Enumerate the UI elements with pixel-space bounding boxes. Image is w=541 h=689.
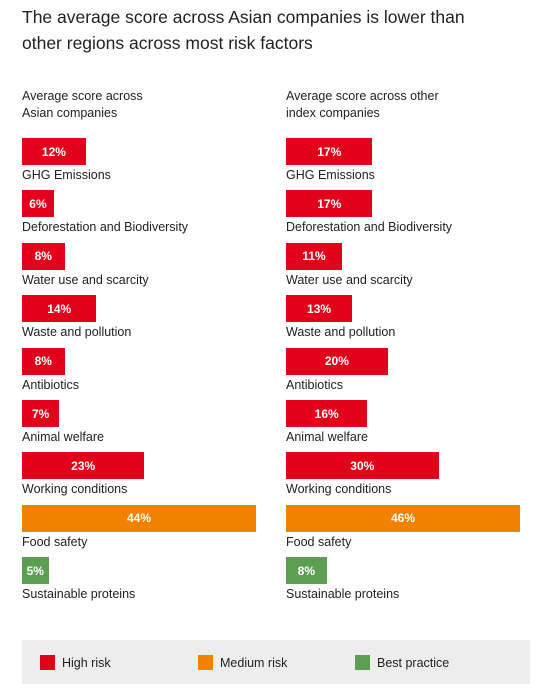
bar-row: 8% Water use and scarcity — [22, 242, 262, 295]
bar-value-label: 8% — [297, 563, 316, 578]
category-label: Waste and pollution — [22, 325, 132, 340]
bar-row: 8% Antibiotics — [22, 347, 262, 400]
category-label: GHG Emissions — [22, 168, 111, 182]
bar: 7% — [22, 400, 60, 427]
category-label: Food safety — [22, 534, 88, 549]
bar-row: 8% Sustainable proteins — [286, 557, 526, 609]
bar-value-label: 11% — [302, 249, 326, 264]
bar-value-label: 7% — [31, 406, 50, 421]
bar: 46% — [286, 504, 520, 532]
category-label: Working conditions — [22, 482, 128, 497]
legend-item-medium-risk: Medium risk — [198, 655, 287, 670]
left-header-line-1: Average score across — [22, 89, 143, 103]
category-label: Antibiotics — [286, 377, 343, 392]
bar-row: 46% Food safety — [286, 504, 526, 557]
bar: 5% — [22, 557, 49, 585]
bar-value-label: 5% — [26, 563, 44, 578]
bar: 8% — [286, 557, 327, 585]
category-label: Animal welfare — [286, 430, 368, 444]
title-line-2: other regions across most risk factors — [22, 33, 313, 53]
legend-label-medium-risk: Medium risk — [220, 655, 288, 670]
bar-row: 5% Sustainable proteins — [22, 557, 262, 609]
legend-label-best-practice: Best practice — [377, 655, 450, 670]
category-label: Animal welfare — [22, 430, 104, 444]
bar-row: 6% Deforestation and Biodiversity — [22, 190, 262, 242]
bar-row: 17% Deforestation and Biodiversity — [286, 190, 526, 242]
bar-row: 17% GHG Emissions — [286, 138, 526, 190]
bar-row: 12% GHG Emissions — [22, 138, 262, 190]
category-label: Working conditions — [286, 482, 392, 497]
category-label: Waste and pollution — [286, 325, 396, 340]
bar: 11% — [286, 242, 342, 270]
best-practice-swatch — [355, 655, 370, 670]
category-label: Food safety — [286, 534, 352, 549]
medium-risk-swatch — [198, 655, 213, 670]
high-risk-swatch — [40, 655, 55, 670]
bar-row: 14% Waste and pollution — [22, 295, 262, 347]
bar: 13% — [286, 295, 353, 323]
right-header-line-1: Average score across other — [286, 89, 439, 103]
bar: 44% — [22, 504, 256, 532]
category-label: Water use and scarcity — [286, 272, 413, 287]
right-column-header: Average score across other index compani… — [286, 88, 516, 122]
bar: 14% — [22, 295, 97, 323]
legend-label-high-risk: High risk — [62, 655, 111, 670]
bar-value-label: 12% — [41, 144, 66, 159]
chart-title: The average score across Asian companies… — [22, 4, 522, 56]
bar-row: 20% Antibiotics — [286, 347, 526, 400]
category-label: Deforestation and Biodiversity — [286, 220, 453, 235]
bar-row: 16% Animal welfare — [286, 400, 526, 452]
title-line-1: The average score across Asian companies… — [22, 7, 465, 27]
bar-value-label: 16% — [314, 406, 339, 421]
bar-value-label: 17% — [317, 144, 342, 159]
bar-value-label: 23% — [71, 458, 96, 473]
bar-row: 23% Working conditions — [22, 452, 262, 504]
bar-row: 7% Animal welfare — [22, 400, 262, 452]
bar-value-label: 20% — [324, 354, 349, 369]
bar-value-label: 17% — [317, 196, 342, 211]
category-label: Antibiotics — [22, 377, 79, 392]
bar: 17% — [286, 190, 373, 218]
legend-item-high-risk: High risk — [40, 655, 111, 670]
bar: 8% — [22, 242, 65, 270]
bar: 17% — [286, 138, 373, 165]
category-label: Sustainable proteins — [286, 587, 400, 602]
bar-value-label: 13% — [307, 301, 332, 316]
bar-value-label: 8% — [34, 354, 52, 369]
bar-value-label: 8% — [34, 249, 52, 264]
bar-value-label: 14% — [47, 301, 72, 316]
left-header-line-2: Asian companies — [22, 106, 118, 120]
category-label: GHG Emissions — [286, 168, 375, 182]
category-label: Sustainable proteins — [22, 587, 136, 602]
bar-value-label: 46% — [390, 511, 416, 526]
legend: High risk Medium risk Best practice — [22, 640, 530, 684]
bar: 8% — [22, 347, 65, 375]
bar-row: 13% Waste and pollution — [286, 295, 526, 347]
legend-item-best-practice: Best practice — [355, 655, 449, 670]
left-column-header: Average score across Asian companies — [22, 88, 252, 122]
bar: 30% — [286, 452, 439, 480]
bar-row: 30% Working conditions — [286, 452, 526, 504]
bar-row: 44% Food safety — [22, 504, 262, 557]
bar: 23% — [22, 452, 145, 480]
bar-value-label: 44% — [126, 511, 152, 526]
bar: 12% — [22, 138, 86, 165]
bar-value-label: 6% — [29, 196, 47, 211]
category-label: Water use and scarcity — [22, 272, 149, 287]
right-header-line-2: index companies — [286, 106, 380, 120]
category-label: Deforestation and Biodiversity — [22, 220, 189, 235]
bar: 20% — [286, 347, 388, 375]
bar-row: 11% Water use and scarcity — [286, 242, 526, 295]
bar: 6% — [22, 190, 54, 218]
bar: 16% — [286, 400, 368, 427]
bar-value-label: 30% — [350, 458, 375, 473]
